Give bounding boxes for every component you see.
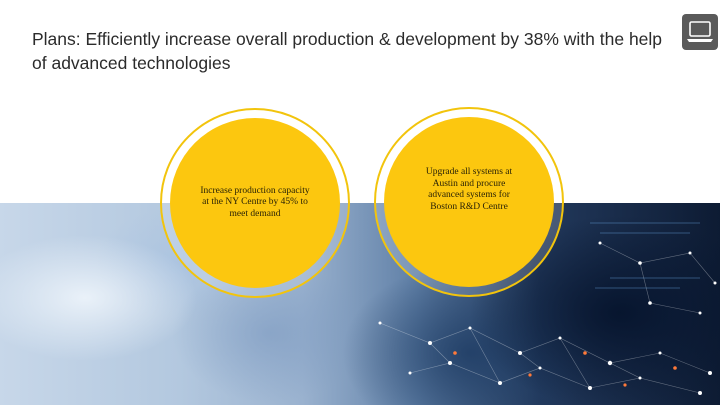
plan-2-circle: Upgrade all systems at Austin and procur… (384, 117, 554, 287)
plan-1-circle: Increase production capacity at the NY C… (170, 118, 340, 288)
slide-title: Plans: Efficiently increase overall prod… (32, 29, 663, 73)
tech-workspace-photo (0, 203, 720, 405)
plan-1-text: Increase production capacity at the NY C… (200, 185, 310, 219)
laptop-icon[interactable] (682, 14, 718, 50)
plan-2-text: Upgrade all systems at Austin and procur… (425, 167, 513, 212)
laptop-glyph (687, 21, 713, 42)
network-overlay (378, 222, 717, 395)
